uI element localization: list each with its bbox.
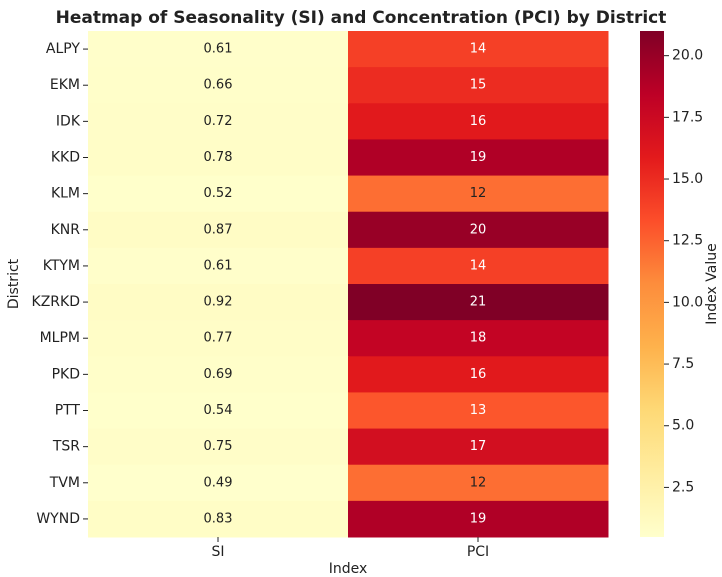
x-tick-label: PCI: [467, 544, 489, 560]
y-tick-label: KTYM: [43, 258, 80, 274]
x-tick-label: SI: [211, 544, 224, 560]
cell-label: 0.75: [204, 439, 233, 454]
heatmap-cell: [348, 67, 609, 104]
y-tick-label: ALPY: [46, 41, 81, 57]
heatmap-cell: [348, 139, 609, 177]
colorbar-tick-label: 2.5: [672, 479, 694, 495]
y-tick-label: IDK: [56, 113, 81, 129]
y-tick-label: MLPM: [40, 330, 80, 346]
y-tick-label: KKD: [51, 150, 80, 166]
cell-label: 19: [470, 150, 487, 165]
cell-label: 0.69: [204, 367, 233, 382]
x-axis-label: Index: [329, 561, 368, 577]
heatmap-cell: [348, 356, 609, 393]
cell-label: 15: [470, 78, 487, 93]
cell-label: 0.72: [204, 114, 233, 129]
colorbar-tick-label: 5.0: [672, 418, 694, 434]
heatmap-cell: [88, 139, 349, 177]
cell-label: 19: [470, 511, 487, 526]
cell-label: 17: [470, 439, 487, 454]
cell-label: 14: [470, 42, 487, 57]
y-tick-label: TSR: [52, 439, 80, 455]
y-tick-label: WYND: [36, 511, 80, 527]
y-tick-label: KLM: [51, 186, 80, 202]
heatmap-cell: [88, 392, 349, 430]
colorbar-label: Index Value: [704, 243, 720, 324]
heatmap-cell: [88, 500, 349, 538]
heatmap-cell: [88, 320, 349, 357]
heatmap-cell: [88, 175, 349, 213]
cell-label: 18: [470, 331, 487, 346]
heatmap-cell: [88, 247, 349, 285]
y-tick-label: KZRKD: [32, 294, 80, 310]
cell-label: 0.49: [204, 475, 233, 490]
heatmap-cell: [348, 392, 609, 430]
heatmap-cell: [88, 464, 349, 502]
heatmap-cell: [88, 103, 349, 140]
cell-label: 0.83: [204, 511, 233, 526]
cell-label: 16: [470, 114, 487, 129]
cell-label: 0.78: [204, 150, 233, 165]
colorbar-tick-label: 20.0: [672, 48, 703, 64]
heatmap-cell: [348, 247, 609, 285]
colorbar-tick-label: 15.0: [672, 171, 703, 187]
colorbar: [640, 31, 664, 537]
colorbar-tick-label: 7.5: [672, 356, 694, 372]
heatmap-cell: [348, 320, 609, 357]
cell-label: 0.77: [204, 331, 233, 346]
cell-label: 0.61: [204, 42, 233, 57]
heatmap-cell: [348, 31, 609, 68]
colorbar-tick-label: 10.0: [672, 294, 703, 310]
heatmap-cell: [88, 211, 349, 249]
cell-label: 0.61: [204, 258, 233, 273]
cell-label: 12: [470, 475, 487, 490]
heatmap-cell: [348, 284, 609, 321]
y-tick-label: KNR: [51, 222, 81, 238]
heatmap-cell: [348, 175, 609, 213]
heatmap-cell: [88, 356, 349, 393]
colorbar-tick-label: 12.5: [672, 233, 703, 249]
cell-label: 12: [470, 186, 487, 201]
heatmap-cell: [88, 67, 349, 104]
heatmap-cell: [348, 103, 609, 140]
cell-label: 16: [470, 367, 487, 382]
cell-label: 0.92: [204, 295, 233, 310]
y-tick-label: TVM: [49, 475, 80, 491]
cell-label: 0.52: [204, 186, 233, 201]
colorbar-tick-label: 17.5: [672, 109, 703, 125]
y-axis-label: District: [6, 258, 22, 309]
heatmap-cell: [88, 284, 349, 321]
heatmap-cell: [348, 500, 609, 538]
cell-label: 13: [470, 403, 487, 418]
cell-label: 14: [470, 258, 487, 273]
y-tick-label: PKD: [52, 366, 80, 382]
heatmap-cell: [348, 464, 609, 502]
cell-label: 0.87: [204, 222, 233, 237]
chart-title: Heatmap of Seasonality (SI) and Concentr…: [56, 8, 667, 28]
cell-label: 21: [470, 295, 487, 310]
y-tick-label: PTT: [55, 403, 81, 419]
heatmap-cell: [88, 31, 349, 68]
heatmap-cell: [348, 211, 609, 249]
cell-label: 0.54: [204, 403, 233, 418]
cell-label: 0.66: [204, 78, 233, 93]
cell-label: 20: [470, 222, 487, 237]
heatmap-cell: [88, 428, 349, 466]
heatmap-cell: [348, 428, 609, 466]
y-tick-label: EKM: [50, 77, 80, 93]
